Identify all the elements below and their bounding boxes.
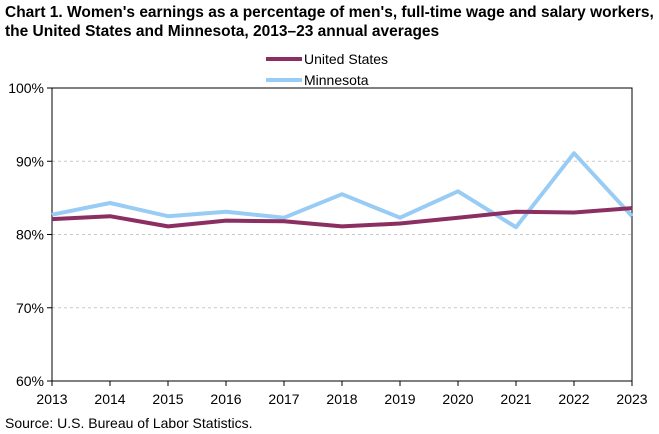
x-tick-label: 2018 xyxy=(326,391,357,407)
x-tick-label: 2023 xyxy=(616,391,647,407)
legend-label-united-states: United States xyxy=(304,51,388,67)
series-line-united-states xyxy=(51,206,633,229)
legend: United States Minnesota xyxy=(266,51,388,88)
x-tick-label: 2016 xyxy=(210,391,241,407)
series-line-minnesota xyxy=(51,151,634,230)
chart-title: Chart 1. Women's earnings as a percentag… xyxy=(5,4,654,40)
y-axis-tick-labels: 60% 70% 80% 90% 100% xyxy=(8,80,52,389)
series-lines xyxy=(51,151,634,230)
x-tick-label: 2015 xyxy=(152,391,183,407)
x-tick-label: 2020 xyxy=(442,391,473,407)
x-tick-label: 2022 xyxy=(558,391,589,407)
legend-label-minnesota: Minnesota xyxy=(304,72,369,88)
x-tick-label: 2013 xyxy=(36,391,67,407)
y-tick-label: 70% xyxy=(16,300,44,316)
y-tick-label: 90% xyxy=(16,153,44,169)
y-tick-label: 60% xyxy=(16,373,44,389)
y-tick-label: 100% xyxy=(8,80,44,96)
x-tick-label: 2021 xyxy=(500,391,531,407)
gridlines xyxy=(52,160,632,309)
source-note: Source: U.S. Bureau of Labor Statistics. xyxy=(5,415,253,431)
x-tick-label: 2017 xyxy=(268,391,299,407)
y-tick-label: 80% xyxy=(16,227,44,243)
x-axis-tick-labels: 2013 2014 2015 2016 2017 2018 2019 2020 2021 2022… xyxy=(36,381,648,407)
x-tick-label: 2019 xyxy=(384,391,415,407)
x-tick-label: 2014 xyxy=(94,391,125,407)
